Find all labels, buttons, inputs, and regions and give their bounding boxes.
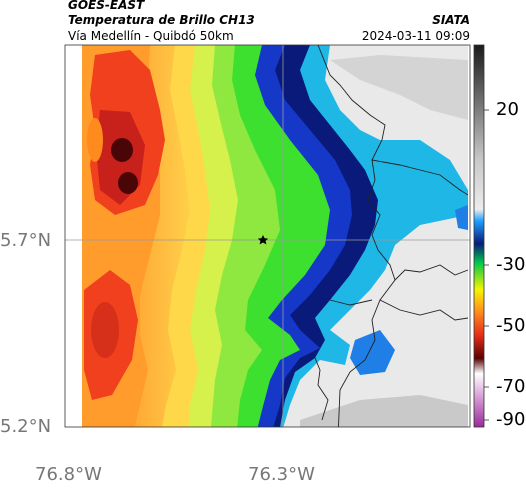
colorbar-tick-label: -90 <box>496 409 526 430</box>
department-border <box>371 159 469 196</box>
map-frame <box>64 44 471 428</box>
brand-label: SIATA <box>432 13 470 27</box>
region-label: Vía Medellín - Quibdó 50km <box>68 29 234 43</box>
colorbar-tick-label: -50 <box>496 315 526 336</box>
red-patch <box>91 302 119 358</box>
satellite-name: GOES-EAST <box>68 0 145 12</box>
department-border <box>314 357 329 421</box>
latitude-label: 5.7°N <box>0 230 52 251</box>
latitude-label: 5.2°N <box>0 416 52 437</box>
product-title: Temperatura de Brillo CH13 <box>68 13 255 27</box>
blue-cloud-blob <box>455 205 468 230</box>
dark-red-core <box>118 172 138 194</box>
colorbar-tick-label: -30 <box>496 254 526 275</box>
longitude-label: 76.3°W <box>248 464 315 485</box>
timestamp: 2024-03-11 09:09 <box>361 29 470 43</box>
longitude-label: 76.8°W <box>35 464 102 485</box>
gray-patch <box>330 55 468 120</box>
colorbar-tick-label: 20 <box>496 99 519 120</box>
brightness-temperature-field <box>65 45 470 427</box>
department-border <box>394 264 469 281</box>
department-border <box>317 45 396 427</box>
colorbar-tick-label: -70 <box>496 376 526 397</box>
department-border <box>379 299 469 321</box>
gray-patch <box>300 395 468 427</box>
dark-red-core <box>111 138 133 162</box>
colorbar <box>473 44 485 428</box>
department-border <box>329 299 373 306</box>
blue-cloud-blob <box>350 330 395 375</box>
star-marker <box>257 235 269 245</box>
orange-patch <box>87 118 103 162</box>
